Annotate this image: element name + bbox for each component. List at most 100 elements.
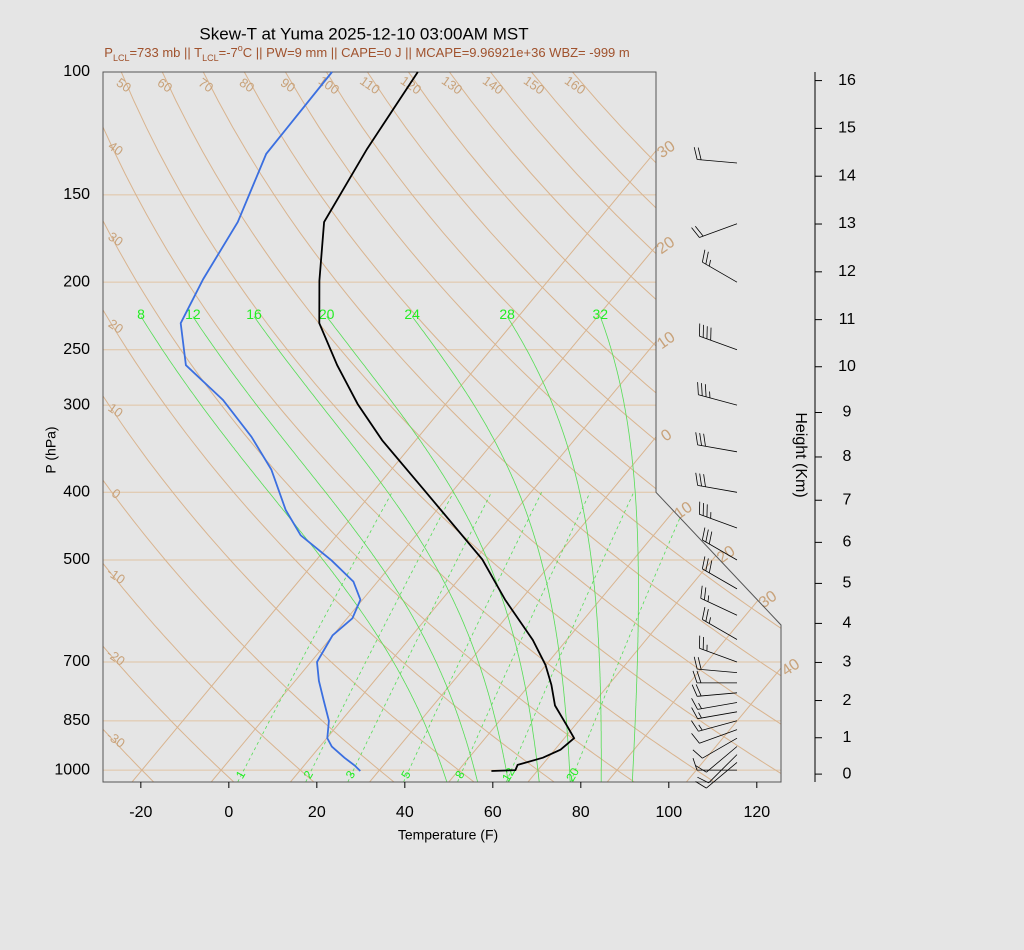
- moist-adiabat-label: 24: [404, 306, 420, 322]
- dry-adiabat-label: 150: [521, 73, 547, 98]
- dry-adiabat-label: 120: [398, 73, 424, 98]
- moist-adiabat: [326, 316, 540, 782]
- x-axis-label: Temperature (F): [398, 827, 498, 843]
- wind-barb: [695, 432, 738, 453]
- background-lines: [103, 72, 781, 782]
- mixing-ratio-line: [570, 492, 692, 782]
- dry-adiabat: [103, 72, 395, 782]
- isotherm-label: 20: [714, 543, 738, 567]
- moist-adiabat: [411, 316, 571, 782]
- wind-barb: [693, 656, 738, 673]
- isotherm-label: 0: [658, 426, 675, 445]
- moist-adiabat: [192, 316, 478, 782]
- dry-adiabat: [366, 72, 781, 782]
- isotherm-label: 30: [756, 588, 780, 612]
- y2-axis-label: Height (Km): [792, 412, 809, 497]
- y2-tick-label: 15: [838, 120, 856, 137]
- y2-tick-label: 6: [843, 534, 852, 551]
- y2-tick-label: 16: [838, 72, 856, 89]
- y-tick-label: 500: [63, 551, 90, 568]
- y2-tick-label: 8: [843, 448, 852, 465]
- wind-barb: [691, 729, 738, 744]
- mixing-ratio-line: [305, 492, 454, 782]
- dry-adiabat-label: 30: [105, 229, 125, 250]
- dry-adiabat: [202, 72, 781, 782]
- dry-adiabat-label: 90: [278, 75, 298, 96]
- wind-barb: [695, 746, 738, 773]
- wind-barb: [691, 707, 738, 720]
- mixing-ratio-line: [403, 492, 542, 782]
- x-tick-label: 80: [572, 804, 590, 821]
- dry-adiabat-label: 0: [109, 485, 124, 501]
- dry-adiabat: [103, 72, 555, 782]
- y2-tick-label: 7: [843, 491, 852, 508]
- chart-subtitle: PLCL=733 mb || TLCL=-7oC || PW=9 mm || C…: [104, 43, 629, 63]
- dry-adiabat-label: 20: [106, 316, 126, 337]
- wind-barb: [692, 737, 738, 759]
- subtitle-part: o: [238, 43, 243, 53]
- y-tick-label: 1000: [54, 761, 90, 778]
- dry-adiabat: [407, 72, 781, 782]
- dewpoint-line: [179, 71, 362, 772]
- dry-adiabat: [103, 72, 715, 782]
- isotherm-label: 10: [654, 329, 678, 353]
- moist-adiabat: [140, 316, 448, 782]
- subtitle-part: C || PW=9 mm || CAPE=0 J || MCAPE=9.9692…: [243, 45, 630, 60]
- moist-adiabat: [599, 316, 639, 782]
- dry-adiabat-label: 70: [196, 75, 216, 96]
- x-tick-label: 120: [743, 804, 770, 821]
- wind-barb: [699, 501, 738, 529]
- y2-tick-label: 1: [843, 729, 852, 746]
- y-axis-label: P (hPa): [43, 426, 59, 473]
- wind-barb: [701, 556, 738, 590]
- mixing-ratio-line: [457, 492, 591, 782]
- wind-barb: [695, 472, 738, 493]
- y2-tick-label: 9: [843, 404, 852, 421]
- dry-adiabat: [490, 72, 781, 782]
- x-tick-label: 0: [224, 804, 233, 821]
- moist-adiabat-label: 28: [499, 306, 515, 322]
- y-tick-label: 700: [63, 653, 90, 670]
- wind-barb: [691, 223, 738, 238]
- y-tick-label: 100: [63, 63, 90, 80]
- isotherm: [606, 72, 781, 782]
- wind-barb: [700, 585, 738, 616]
- wind-barb: [701, 249, 738, 283]
- moist-adiabat-label: 16: [246, 306, 262, 322]
- wind-barb: [697, 382, 738, 406]
- isotherm: [131, 72, 722, 782]
- dry-adiabat: [243, 72, 781, 782]
- wind-barb: [695, 762, 738, 789]
- x-tick-label: 20: [308, 804, 326, 821]
- dry-adiabat-label: 140: [480, 73, 506, 98]
- temperature-line: [318, 71, 576, 772]
- dry-adiabat: [103, 72, 315, 782]
- subtitle-part: LCL: [113, 53, 130, 63]
- y2-tick-label: 10: [838, 358, 856, 375]
- y-tick-label: 300: [63, 396, 90, 413]
- wind-barb: [699, 323, 738, 351]
- dry-adiabat: [531, 72, 781, 782]
- wind-barb: [691, 684, 738, 697]
- y2-tick-label: 12: [838, 263, 856, 280]
- moist-adiabat-label: 8: [137, 306, 145, 322]
- dry-adiabat: [161, 72, 781, 782]
- mixing-ratio-line: [237, 492, 393, 782]
- dry-adiabat-label: 50: [114, 75, 134, 96]
- subtitle-part: P: [104, 45, 113, 60]
- mixing-ratio-label: 20: [563, 765, 582, 784]
- mixing-ratio-label: 12: [499, 765, 518, 784]
- isotherm-label: 20: [654, 234, 678, 258]
- y2-tick-label: 11: [839, 311, 856, 328]
- wind-barb: [693, 147, 738, 164]
- wind-barb: [701, 527, 738, 561]
- y-tick-label: 200: [63, 273, 90, 290]
- dry-adiabat: [449, 72, 781, 782]
- y2-tick-label: 5: [843, 575, 852, 592]
- dry-adiabat: [103, 72, 475, 782]
- dry-adiabat-label: 80: [237, 75, 257, 96]
- isotherm: [290, 72, 781, 782]
- chart-title: Skew-T at Yuma 2025-12-10 03:00AM MST: [199, 24, 528, 43]
